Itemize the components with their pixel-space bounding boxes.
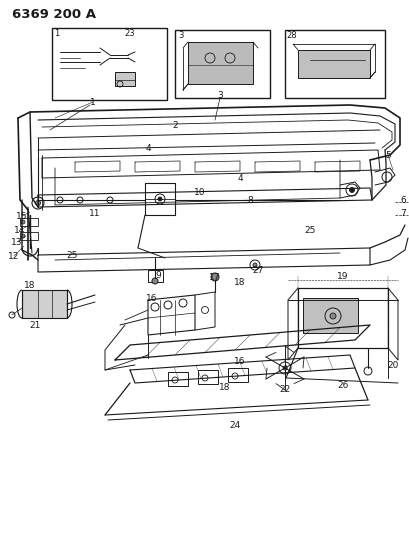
Bar (22, 290, 67, 318)
Bar (284, 30, 384, 98)
Text: 17: 17 (209, 272, 220, 281)
Text: 20: 20 (387, 361, 398, 370)
Text: 28: 28 (286, 30, 297, 39)
Text: 4: 4 (237, 174, 242, 182)
Text: 13: 13 (11, 238, 22, 246)
Text: 15: 15 (16, 212, 28, 221)
Text: 22: 22 (279, 385, 290, 394)
Text: 6: 6 (399, 196, 405, 205)
Text: 23: 23 (124, 28, 135, 37)
Text: 6369 200 A: 6369 200 A (12, 7, 96, 20)
Circle shape (21, 234, 25, 238)
Text: 25: 25 (66, 251, 77, 260)
Bar (52, 28, 166, 100)
Text: 11: 11 (89, 208, 101, 217)
Circle shape (36, 200, 40, 206)
Text: 9: 9 (155, 271, 160, 279)
Text: 12: 12 (8, 252, 20, 261)
Circle shape (157, 197, 162, 201)
Bar (148, 270, 163, 282)
Circle shape (282, 366, 286, 370)
Circle shape (152, 278, 157, 284)
Text: 3: 3 (217, 91, 222, 100)
Text: 16: 16 (234, 358, 245, 367)
Text: 1: 1 (90, 98, 96, 107)
Circle shape (252, 263, 256, 267)
Text: 19: 19 (337, 271, 348, 280)
Bar (20, 232, 38, 240)
Text: 1: 1 (54, 28, 59, 37)
Circle shape (329, 313, 335, 319)
Text: 2: 2 (172, 120, 178, 130)
Text: 24: 24 (229, 421, 240, 430)
Text: 16: 16 (146, 294, 157, 303)
Circle shape (211, 273, 218, 281)
Bar (20, 218, 38, 226)
Bar (168, 372, 188, 386)
Bar (198, 370, 218, 384)
Text: 7: 7 (399, 208, 405, 217)
Bar (302, 298, 357, 333)
Text: 5: 5 (384, 150, 390, 159)
Text: 27: 27 (252, 265, 263, 274)
Text: 3: 3 (178, 30, 183, 39)
Bar (227, 368, 247, 382)
Text: 8: 8 (247, 196, 252, 205)
Bar (115, 72, 135, 86)
Text: 14: 14 (14, 225, 26, 235)
Bar (297, 50, 369, 78)
Text: 4: 4 (145, 143, 151, 152)
Text: 25: 25 (303, 225, 315, 235)
Text: 18: 18 (24, 280, 36, 289)
Text: 18: 18 (219, 384, 230, 392)
Text: 18: 18 (234, 278, 245, 287)
Circle shape (348, 188, 354, 192)
Bar (175, 30, 270, 98)
Circle shape (21, 220, 25, 224)
Bar (188, 42, 252, 84)
Text: 26: 26 (337, 382, 348, 391)
Text: 10: 10 (194, 188, 205, 197)
Text: 21: 21 (29, 320, 40, 329)
